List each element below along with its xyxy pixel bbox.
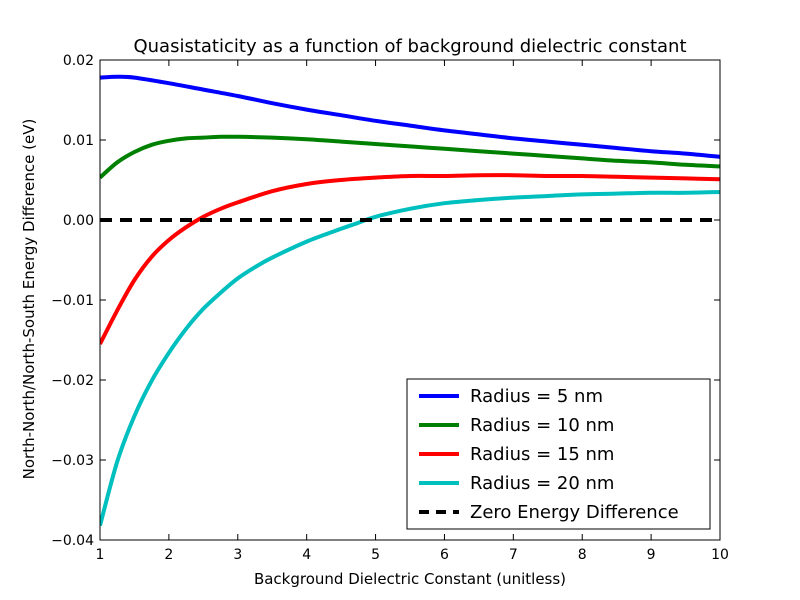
y-tick-label: 0.00	[63, 213, 94, 229]
plot-area: 1 2 3 4 5 6 7 8 9 10 −0.04 −0.03 −0.02 −0.01 0.00 0.01 0…	[51, 53, 729, 563]
legend-label-0: Radius = 5 nm	[470, 386, 603, 407]
series-group	[100, 74, 720, 527]
x-tick-label: 5	[371, 547, 380, 563]
chart-title: Quasistaticity as a function of backgrou…	[133, 36, 686, 57]
x-axis-label: Background Dielectric Constant (unitless…	[254, 570, 566, 588]
x-tick-label: 6	[440, 547, 449, 563]
legend: Radius = 5 nm Radius = 10 nm Radius = 15 n…	[406, 378, 711, 530]
legend-label-4: Zero Energy Difference	[470, 502, 679, 523]
series-line-3	[100, 190, 720, 527]
x-tick-label: 1	[96, 547, 105, 563]
x-tick-label: 10	[711, 547, 729, 563]
y-axis-label: North-North/North-South Energy Differenc…	[20, 119, 38, 480]
y-tick-label: −0.02	[51, 373, 94, 389]
x-tick-label: 9	[647, 547, 656, 563]
x-tick-label: 3	[233, 547, 242, 563]
series-line-1	[100, 134, 720, 180]
x-tick-label: 8	[578, 547, 587, 563]
y-tick-label: 0.02	[63, 53, 94, 69]
x-tick-label: 4	[302, 547, 311, 563]
series-line-0	[100, 74, 720, 159]
series-line-2	[100, 173, 720, 345]
y-tick-label: −0.01	[51, 293, 94, 309]
y-tick-label: 0.01	[63, 133, 94, 149]
x-tick-label: 7	[509, 547, 518, 563]
legend-label-2: Radius = 15 nm	[470, 444, 614, 465]
y-tick-label: −0.04	[51, 533, 94, 549]
x-tick-label: 2	[164, 547, 173, 563]
legend-label-1: Radius = 10 nm	[470, 415, 614, 436]
legend-label-3: Radius = 20 nm	[470, 473, 614, 494]
y-tick-label: −0.03	[51, 453, 94, 469]
